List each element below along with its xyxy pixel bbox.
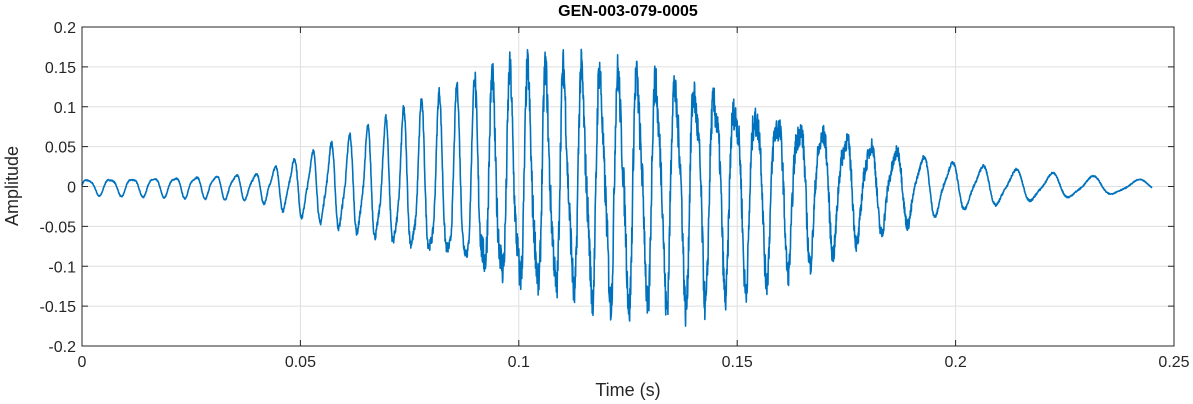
- x-tick-label: 0.15: [722, 354, 753, 371]
- chart-title: GEN-003-079-0005: [558, 3, 698, 20]
- x-tick-label: 0.2: [944, 354, 966, 371]
- y-tick-labels: -0.2 -0.15 -0.1 -0.05 0 0.05 0.1 0.15 0.2: [40, 20, 77, 356]
- x-tick-label: 0: [78, 354, 87, 371]
- x-tick-label: 0.05: [285, 354, 316, 371]
- y-axis-label: Amplitude: [2, 146, 22, 226]
- y-tick-label: -0.1: [48, 259, 76, 276]
- y-tick-label: -0.2: [48, 339, 76, 356]
- y-tick-label: 0.15: [45, 60, 76, 77]
- x-axis-label: Time (s): [595, 380, 660, 400]
- y-tick-label: -0.05: [40, 219, 77, 236]
- series-line: [81, 48, 1153, 327]
- y-tick-label: 0: [67, 180, 76, 197]
- y-tick-label: -0.15: [40, 299, 77, 316]
- x-tick-label: 0.1: [508, 354, 530, 371]
- y-tick-label: 0.2: [54, 20, 76, 37]
- tick-marks: [81, 26, 1175, 347]
- y-tick-label: 0.05: [45, 140, 76, 157]
- y-tick-label: 0.1: [54, 100, 76, 117]
- x-tick-label: 0.25: [1158, 354, 1189, 371]
- waveform-series: [81, 48, 1153, 327]
- x-tick-labels: 0 0.05 0.1 0.15 0.2 0.25: [78, 354, 1190, 371]
- grid-lines: [82, 27, 1174, 346]
